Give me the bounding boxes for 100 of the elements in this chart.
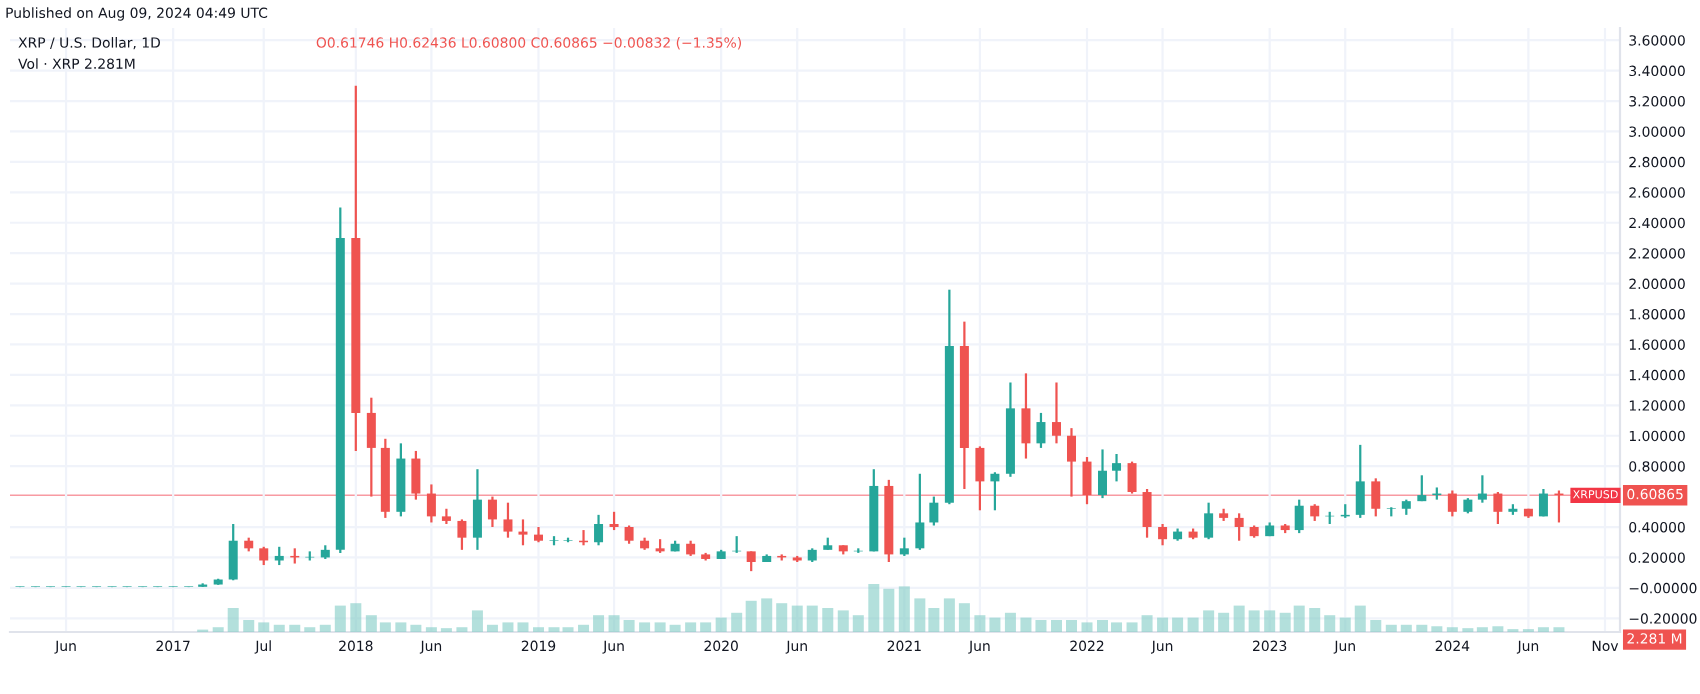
bar [1400, 624, 1412, 632]
candlestick [915, 472, 925, 551]
bar [502, 622, 514, 632]
bar [1035, 620, 1047, 632]
candlestick [472, 468, 482, 551]
bar [685, 622, 697, 632]
bar [1416, 624, 1428, 632]
bar [837, 610, 849, 632]
bar [1248, 610, 1260, 632]
candlestick [929, 495, 939, 527]
bar [486, 624, 498, 632]
candlestick [1036, 411, 1046, 450]
bar [1050, 620, 1062, 632]
bar [989, 617, 1001, 632]
candlestick [624, 524, 634, 545]
candlestick [228, 522, 238, 582]
bar [852, 615, 864, 632]
bar [1218, 612, 1230, 632]
bar [608, 615, 620, 632]
bar [578, 624, 590, 632]
candlestick [609, 510, 619, 532]
bar [623, 620, 635, 632]
candlestick [1066, 427, 1076, 498]
candlestick [746, 550, 756, 573]
bar [471, 610, 483, 632]
candlestick [594, 513, 604, 547]
candlestick [259, 545, 269, 567]
bar [1097, 620, 1109, 632]
bar [1431, 626, 1443, 632]
bar [350, 603, 362, 632]
bar [289, 624, 301, 632]
bar [1492, 626, 1504, 632]
candlestick [518, 518, 528, 547]
candlestick [1098, 448, 1108, 500]
candlestick [503, 501, 513, 539]
candlestick [1447, 489, 1457, 518]
bar [1264, 610, 1276, 632]
bar [243, 620, 255, 632]
bar [700, 622, 712, 632]
bar [1385, 624, 1397, 632]
candlestick [990, 471, 1000, 512]
bar [365, 615, 377, 632]
candlestick [366, 396, 376, 498]
candlestick [1142, 487, 1152, 539]
candlestick [1477, 474, 1487, 504]
bar [1203, 610, 1215, 632]
bar [273, 624, 285, 632]
bar [395, 622, 407, 632]
bar [868, 584, 880, 632]
bar [379, 622, 391, 632]
bar [1020, 617, 1032, 632]
candlestick [487, 495, 497, 529]
candlestick [411, 449, 421, 501]
candlestick [1355, 443, 1365, 519]
candlestick [899, 536, 909, 558]
bar [1233, 605, 1245, 632]
candlestick [426, 483, 436, 524]
candlestick [1371, 477, 1381, 518]
bar [883, 588, 895, 632]
candlestick [1021, 372, 1031, 460]
bar [1293, 605, 1305, 632]
candlestick [1493, 490, 1503, 526]
candlestick [1112, 452, 1122, 483]
bar [227, 608, 239, 632]
bar [319, 624, 331, 632]
bar [669, 624, 681, 632]
bar [928, 608, 940, 632]
bar [974, 615, 986, 632]
bar [1141, 615, 1153, 632]
bar [1324, 615, 1336, 632]
bar [517, 622, 529, 632]
candlestick [1417, 474, 1427, 503]
bar [1004, 612, 1016, 632]
bar [806, 605, 818, 632]
candlestick [457, 518, 467, 551]
bar [593, 615, 605, 632]
bar [745, 600, 757, 632]
bar [1081, 622, 1093, 632]
bar [914, 598, 926, 632]
bar [1111, 622, 1123, 632]
candlestick [1082, 455, 1092, 506]
candlestick [975, 445, 985, 512]
bar [258, 622, 270, 632]
bar [1354, 605, 1366, 632]
bar [639, 622, 651, 632]
bar [1172, 617, 1184, 632]
candlestick [1538, 487, 1548, 518]
bar [410, 624, 422, 632]
candlestick [1234, 512, 1244, 542]
bar [1339, 617, 1351, 632]
candlestick [1294, 498, 1304, 535]
candlestick [1051, 381, 1061, 445]
bar [1309, 608, 1321, 632]
bar [1065, 620, 1077, 632]
bar [1370, 620, 1382, 632]
bar [654, 622, 666, 632]
bar [715, 617, 727, 632]
bar [1187, 617, 1199, 632]
candlestick [1127, 460, 1137, 495]
bar [898, 586, 910, 632]
